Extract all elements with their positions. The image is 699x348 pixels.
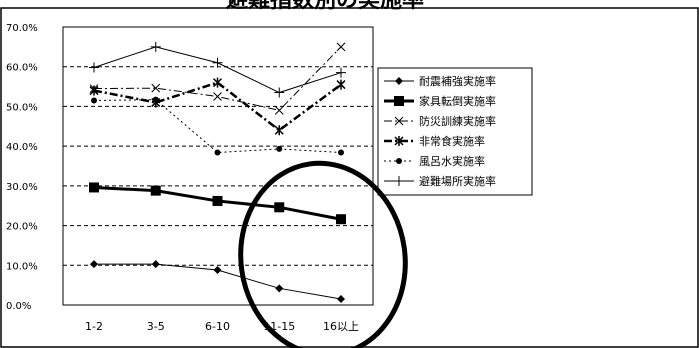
y-tick-label: 30.0% (6, 182, 38, 193)
legend-swatch-marker (396, 158, 402, 164)
legend-item: 防災訓練実施率 (384, 114, 496, 128)
data-point (89, 182, 99, 193)
y-tick-label: 40.0% (6, 142, 38, 153)
x-tick-label: 3-5 (147, 320, 165, 333)
data-point (275, 284, 284, 293)
plot-area (62, 26, 374, 306)
legend-item: 非常食実施率 (384, 134, 485, 148)
data-point (213, 266, 222, 275)
legend-swatch-marker (394, 136, 404, 146)
data-point (213, 92, 222, 101)
data-point (89, 62, 99, 73)
legend-swatch-marker (394, 176, 404, 186)
legend-item: 避難場所実施率 (384, 174, 496, 188)
data-point (338, 149, 344, 156)
data-point (212, 195, 223, 206)
data-point (214, 149, 221, 156)
legend-item: 耐震補強実施率 (384, 74, 496, 88)
y-tick-label: 10.0% (6, 261, 38, 272)
data-point (90, 260, 98, 269)
series-group (89, 41, 346, 98)
y-tick-label: 0.0% (6, 301, 31, 312)
data-point (336, 79, 346, 90)
legend-swatch-marker (394, 96, 404, 106)
chart-title: 避難指数別の実施率 (226, 0, 424, 13)
data-point (151, 260, 160, 269)
legend-label: 避難場所実施率 (419, 174, 496, 188)
x-tick-label: 16以上 (323, 320, 359, 333)
legend-label: 耐震補強実施率 (419, 74, 496, 88)
data-point (274, 106, 284, 115)
data-point (89, 85, 99, 96)
data-point (151, 83, 161, 93)
y-tick-label: 20.0% (6, 222, 38, 233)
data-point (274, 87, 285, 98)
data-point (337, 295, 345, 304)
series-line (93, 99, 342, 154)
legend-swatch-marker (395, 77, 403, 85)
y-axis-tick-labels: 0.0% 10.0% 20.0% 30.0% 40.0% 50.0% 60.0% 70.0% (6, 23, 38, 312)
legend-swatch-marker (394, 116, 404, 126)
data-point (336, 42, 346, 52)
data-point (150, 41, 161, 52)
data-point (150, 185, 161, 196)
legend-label: 防災訓練実施率 (419, 114, 496, 128)
legend-label: 風呂水実施率 (419, 154, 485, 168)
data-point (274, 125, 284, 136)
data-point (152, 96, 159, 103)
data-point (274, 202, 285, 213)
series-group (91, 96, 344, 156)
legend-label: 家具転倒実施率 (419, 94, 496, 108)
series-line (93, 81, 342, 132)
data-point (212, 77, 223, 88)
legend-item: 風呂水実施率 (384, 154, 485, 168)
legend-item: 家具転倒実施率 (384, 94, 496, 108)
data-point (276, 145, 283, 152)
data-point (212, 57, 223, 68)
annotation-circle (238, 160, 408, 348)
data-point (336, 67, 346, 78)
y-tick-label: 60.0% (6, 63, 38, 74)
x-tick-label: 6-10 (205, 320, 230, 333)
legend-label: 非常食実施率 (419, 134, 485, 148)
data-point (336, 214, 346, 225)
legend-box (377, 67, 533, 196)
y-tick-label: 70.0% (6, 23, 38, 34)
series-group (90, 260, 345, 304)
x-tick-label: 1-2 (85, 320, 103, 333)
series-group (89, 182, 346, 225)
series-lines (89, 41, 346, 304)
data-point (91, 97, 97, 104)
y-tick-label: 50.0% (6, 102, 38, 113)
